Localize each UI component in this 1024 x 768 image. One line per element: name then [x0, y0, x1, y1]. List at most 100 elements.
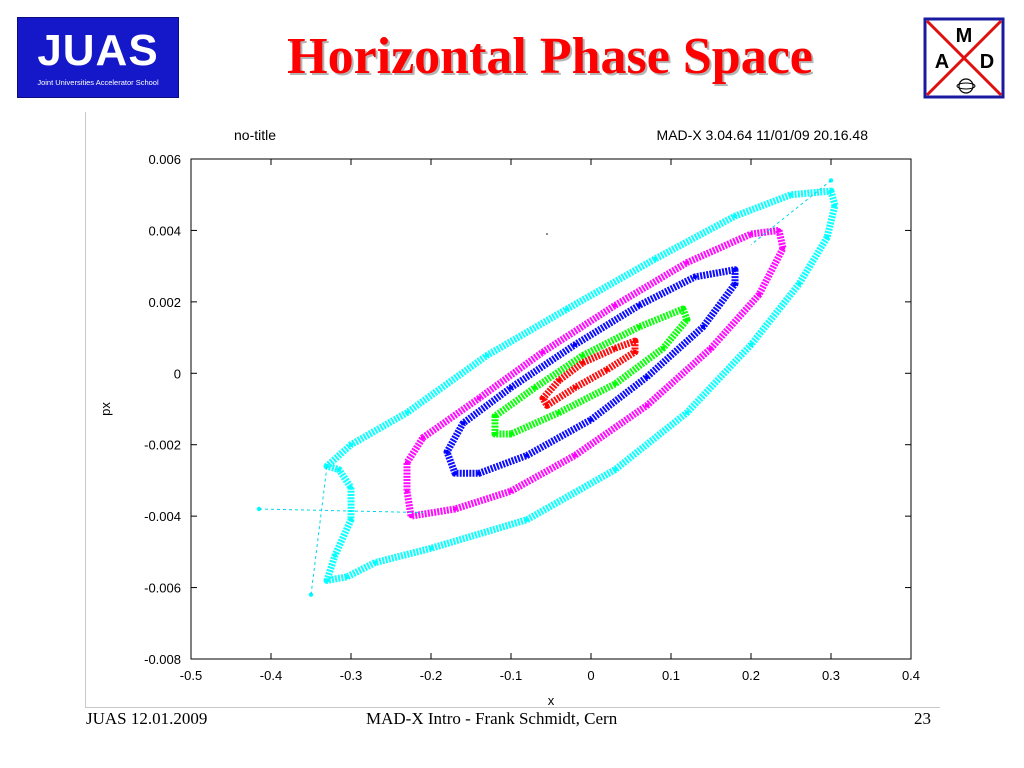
data-point — [444, 449, 450, 455]
x-tick-label: -0.5 — [180, 668, 202, 683]
page-number: 23 — [914, 709, 931, 728]
data-point — [700, 324, 706, 330]
data-point — [732, 267, 738, 272]
data-point — [748, 231, 754, 237]
data-point — [524, 517, 530, 522]
data-point — [544, 403, 550, 408]
y-tick-label: 0.002 — [148, 295, 181, 310]
data-point — [748, 342, 754, 347]
data-point — [580, 360, 586, 365]
slide-title: Horizontal Phase Space — [287, 28, 813, 85]
plot-area: -0.5 -0.4 -0.3 -0.2 -0.1 0 0.1 0.2 0.3 0.4 -0.008 -… — [85, 112, 940, 708]
data-point — [324, 463, 330, 469]
y-tick-label: 0.004 — [148, 223, 181, 238]
data-point — [684, 260, 690, 265]
madx-logo-emblem-icon — [958, 78, 974, 94]
data-point — [452, 506, 458, 512]
data-point — [824, 235, 830, 240]
data-point — [556, 378, 562, 383]
data-point — [348, 442, 354, 447]
madx-logo: M A D — [923, 17, 1005, 99]
series-band-3 — [491, 305, 691, 438]
data-point — [408, 513, 414, 519]
chart-header-right: MAD-X 3.04.64 11/01/09 20.16.48 — [657, 127, 869, 143]
y-tick-label: 0.006 — [148, 152, 181, 167]
data-point — [612, 381, 618, 387]
y-tick-label: -0.002 — [144, 438, 181, 453]
data-point — [524, 453, 530, 458]
data-point — [344, 574, 350, 580]
x-tick-label: 0.2 — [742, 668, 760, 683]
data-point — [336, 467, 342, 472]
juas-logo-text: JUAS — [37, 26, 159, 75]
outlier-point — [546, 233, 548, 235]
data-point — [508, 385, 514, 390]
data-point — [644, 403, 650, 408]
x-tick-label: -0.2 — [420, 668, 442, 683]
series-band-1 — [403, 226, 787, 520]
data-point — [484, 353, 490, 358]
data-point — [540, 349, 546, 355]
data-point — [588, 417, 594, 422]
y-tick-label: -0.008 — [144, 652, 181, 667]
x-tick-label: 0.4 — [902, 668, 920, 683]
data-point — [404, 410, 410, 415]
madx-logo-letter-m: M — [956, 25, 973, 47]
data-point — [476, 471, 482, 476]
data-point — [692, 274, 698, 280]
data-point — [684, 410, 690, 415]
y-tick-label: 0 — [174, 366, 181, 381]
outlier-track — [258, 180, 832, 595]
x-axis-label: x — [548, 693, 555, 708]
data-point — [660, 346, 666, 351]
data-point — [508, 431, 514, 437]
data-point — [604, 367, 610, 372]
data-point — [636, 324, 642, 330]
data-point — [612, 467, 618, 472]
phase-space-chart: -0.5 -0.4 -0.3 -0.2 -0.1 0 0.1 0.2 0.3 0.4 -0.008 -… — [98, 127, 920, 708]
data-point — [776, 228, 782, 233]
data-point — [832, 203, 838, 208]
data-point — [572, 385, 578, 390]
data-point — [348, 517, 354, 522]
data-point — [492, 431, 498, 437]
x-tick-label: 0.1 — [662, 668, 680, 683]
data-point — [324, 578, 330, 583]
data-point — [612, 303, 618, 308]
x-tick-label: -0.4 — [260, 668, 282, 683]
data-point — [680, 306, 686, 312]
data-point — [452, 471, 458, 476]
data-point — [756, 292, 762, 297]
data-point — [708, 346, 714, 351]
data-point — [796, 281, 802, 287]
data-point — [644, 374, 650, 380]
x-tick-label: -0.1 — [500, 668, 522, 683]
madx-logo-letter-d: D — [980, 51, 994, 73]
madx-logo-cross-b — [925, 19, 1003, 97]
y-axis-label: px — [98, 402, 113, 416]
y-tick-label: -0.006 — [144, 581, 181, 596]
data-point — [404, 488, 410, 494]
data-point — [636, 303, 642, 308]
data-point — [460, 421, 466, 426]
data-point — [532, 385, 538, 390]
data-point — [476, 396, 482, 401]
madx-logo-emblem-ring-icon — [956, 82, 976, 90]
series-band-4 — [539, 337, 639, 409]
chart-title: no-title — [234, 127, 276, 143]
data-point — [828, 188, 834, 194]
juas-logo-subtitle: Joint Universities Accelerator School — [37, 78, 159, 87]
data-point — [556, 410, 562, 415]
data-point — [732, 281, 738, 287]
plot-frame — [190, 158, 912, 660]
footer-credit: MAD-X Intro - Frank Schmidt, Cern — [366, 709, 618, 728]
footer-date: JUAS 12.01.2009 — [86, 709, 208, 728]
data-point — [632, 349, 638, 355]
data-point — [540, 396, 546, 401]
data-point — [348, 485, 354, 490]
data-point — [492, 413, 498, 419]
data-point — [632, 338, 638, 344]
data-point — [780, 246, 786, 251]
data-point — [332, 553, 338, 558]
x-tick-label: -0.3 — [340, 668, 362, 683]
